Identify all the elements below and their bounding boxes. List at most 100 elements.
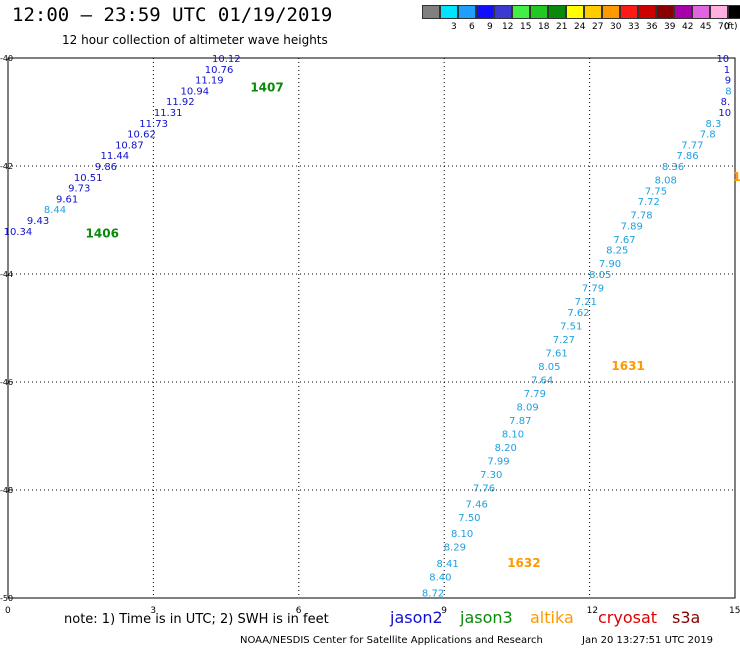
wave-height-value: 7.61 [546, 348, 568, 359]
x-tick-label: 12 [587, 606, 598, 616]
legend-swatch [494, 5, 512, 19]
legend-swatch [674, 5, 692, 19]
legend-swatch [638, 5, 656, 19]
legend-swatch [656, 5, 674, 19]
wave-height-value: 8.36 [662, 162, 684, 173]
wave-height-value: 11.73 [139, 119, 168, 130]
wave-height-value: 10.34 [4, 227, 33, 238]
wave-height-value: 10.62 [127, 130, 156, 141]
wave-height-value: 8.08 [655, 176, 677, 187]
legend-label: 42 [682, 22, 694, 32]
wave-height-value: 8.10 [451, 529, 473, 540]
wave-height-value: 8.05 [538, 362, 560, 373]
legend-label: 39 [664, 22, 676, 32]
legend-swatch [422, 5, 440, 19]
legend-unit: (ft) [724, 22, 738, 32]
footer-timestamp: Jan 20 13:27:51 UTC 2019 [582, 635, 714, 646]
legend-swatch [620, 5, 638, 19]
legend-label: 9 [487, 22, 493, 32]
wave-height-value: 7.99 [487, 456, 509, 467]
pass-number-label: 1406 [86, 227, 119, 241]
wave-height-value: 8.72 [422, 589, 444, 600]
legend-label: 24 [574, 22, 586, 32]
legend-label: 12 [502, 22, 514, 32]
wave-height-value: 7.89 [621, 221, 643, 232]
pass-number-label: 1631 [611, 359, 644, 373]
wave-height-value: 8.20 [495, 443, 517, 454]
wave-height-value: 10.94 [180, 86, 209, 97]
wave-height-value: 9.43 [27, 216, 49, 227]
pass-number-label: 1407 [250, 81, 283, 95]
wave-height-value: 7.50 [458, 513, 480, 524]
wave-height-value: 8.05 [589, 270, 611, 281]
wave-height-value: 7.87 [509, 416, 531, 427]
satellite-label: altika [530, 608, 574, 627]
legend-swatch [692, 5, 710, 19]
wave-height-value: 7.27 [553, 335, 575, 346]
legend-swatch [476, 5, 494, 19]
wave-height-value: 7.77 [681, 140, 703, 151]
legend-swatch [512, 5, 530, 19]
wave-height-value: 10.87 [115, 140, 144, 151]
legend-label: 6 [469, 22, 475, 32]
wave-height-value: 8.10 [502, 429, 524, 440]
wave-height-value: 8.41 [436, 559, 458, 570]
y-tick-label: -46 [0, 378, 13, 387]
legend-label: 33 [628, 22, 640, 32]
x-tick-label: 3 [150, 606, 156, 616]
pass-number-label: 1632 [507, 556, 540, 570]
legend-label: 21 [556, 22, 568, 32]
legend-swatch [440, 5, 458, 19]
x-tick-label: 9 [441, 606, 447, 616]
wave-height-value: 8.44 [44, 205, 66, 216]
map-subtitle: 12 hour collection of altimeter wave hei… [62, 33, 328, 47]
note-text: note: 1) Time is in UTC; 2) SWH is in fe… [64, 612, 329, 627]
wave-height-value: 7.51 [560, 321, 582, 332]
wave-height-value: 10.12 [212, 54, 241, 65]
satellite-label: s3a [672, 608, 701, 627]
satellite-label: jason2 [390, 608, 443, 627]
wave-height-value: 11.44 [101, 151, 130, 162]
wave-height-value: 10 [718, 108, 731, 119]
wave-height-value: 8.09 [516, 402, 538, 413]
x-tick-label: 15 [729, 606, 740, 616]
wave-height-value: 1 [724, 65, 730, 76]
legend-swatch [566, 5, 584, 19]
y-tick-label: -50 [0, 594, 13, 603]
legend-swatch [530, 5, 548, 19]
wave-height-value: 7.86 [676, 151, 698, 162]
legend-swatch [710, 5, 728, 19]
wave-height-value: 8 [725, 86, 731, 97]
wave-height-value: 8.3 [706, 119, 722, 130]
footer-credit: NOAA/NESDIS Center for Satellite Applica… [240, 635, 543, 646]
wave-height-value: 10.51 [74, 173, 103, 184]
legend-swatch [458, 5, 476, 19]
wave-height-value: 7.72 [638, 197, 660, 208]
pass-number-label: 1 [733, 170, 740, 184]
legend-swatch [584, 5, 602, 19]
legend-label: 15 [520, 22, 532, 32]
wave-height-value: 7.79 [582, 284, 604, 295]
wave-height-value: 9.73 [68, 184, 90, 195]
x-tick-label: 0 [5, 606, 11, 616]
wave-height-value: 11.92 [166, 97, 195, 108]
wave-height-value: 8. [721, 97, 731, 108]
wave-height-value: 9 [725, 76, 731, 87]
y-tick-label: -40 [0, 54, 13, 63]
legend-swatch [602, 5, 620, 19]
wave-height-value: 7.46 [466, 500, 488, 511]
legend-label: 3 [451, 22, 457, 32]
wave-height-value: 10.76 [205, 65, 234, 76]
wave-height-value: 10 [716, 54, 729, 65]
y-tick-label: -42 [0, 162, 13, 171]
wave-height-value: 9.86 [95, 162, 117, 173]
satellite-label: jason3 [460, 608, 513, 627]
wave-height-value: 7.62 [567, 308, 589, 319]
map-frame [7, 57, 736, 599]
wave-height-value: 7.75 [645, 186, 667, 197]
legend-label: 18 [538, 22, 550, 32]
wave-height-value: 7.79 [524, 389, 546, 400]
legend-label: 27 [592, 22, 604, 32]
y-tick-label: -44 [0, 270, 13, 279]
